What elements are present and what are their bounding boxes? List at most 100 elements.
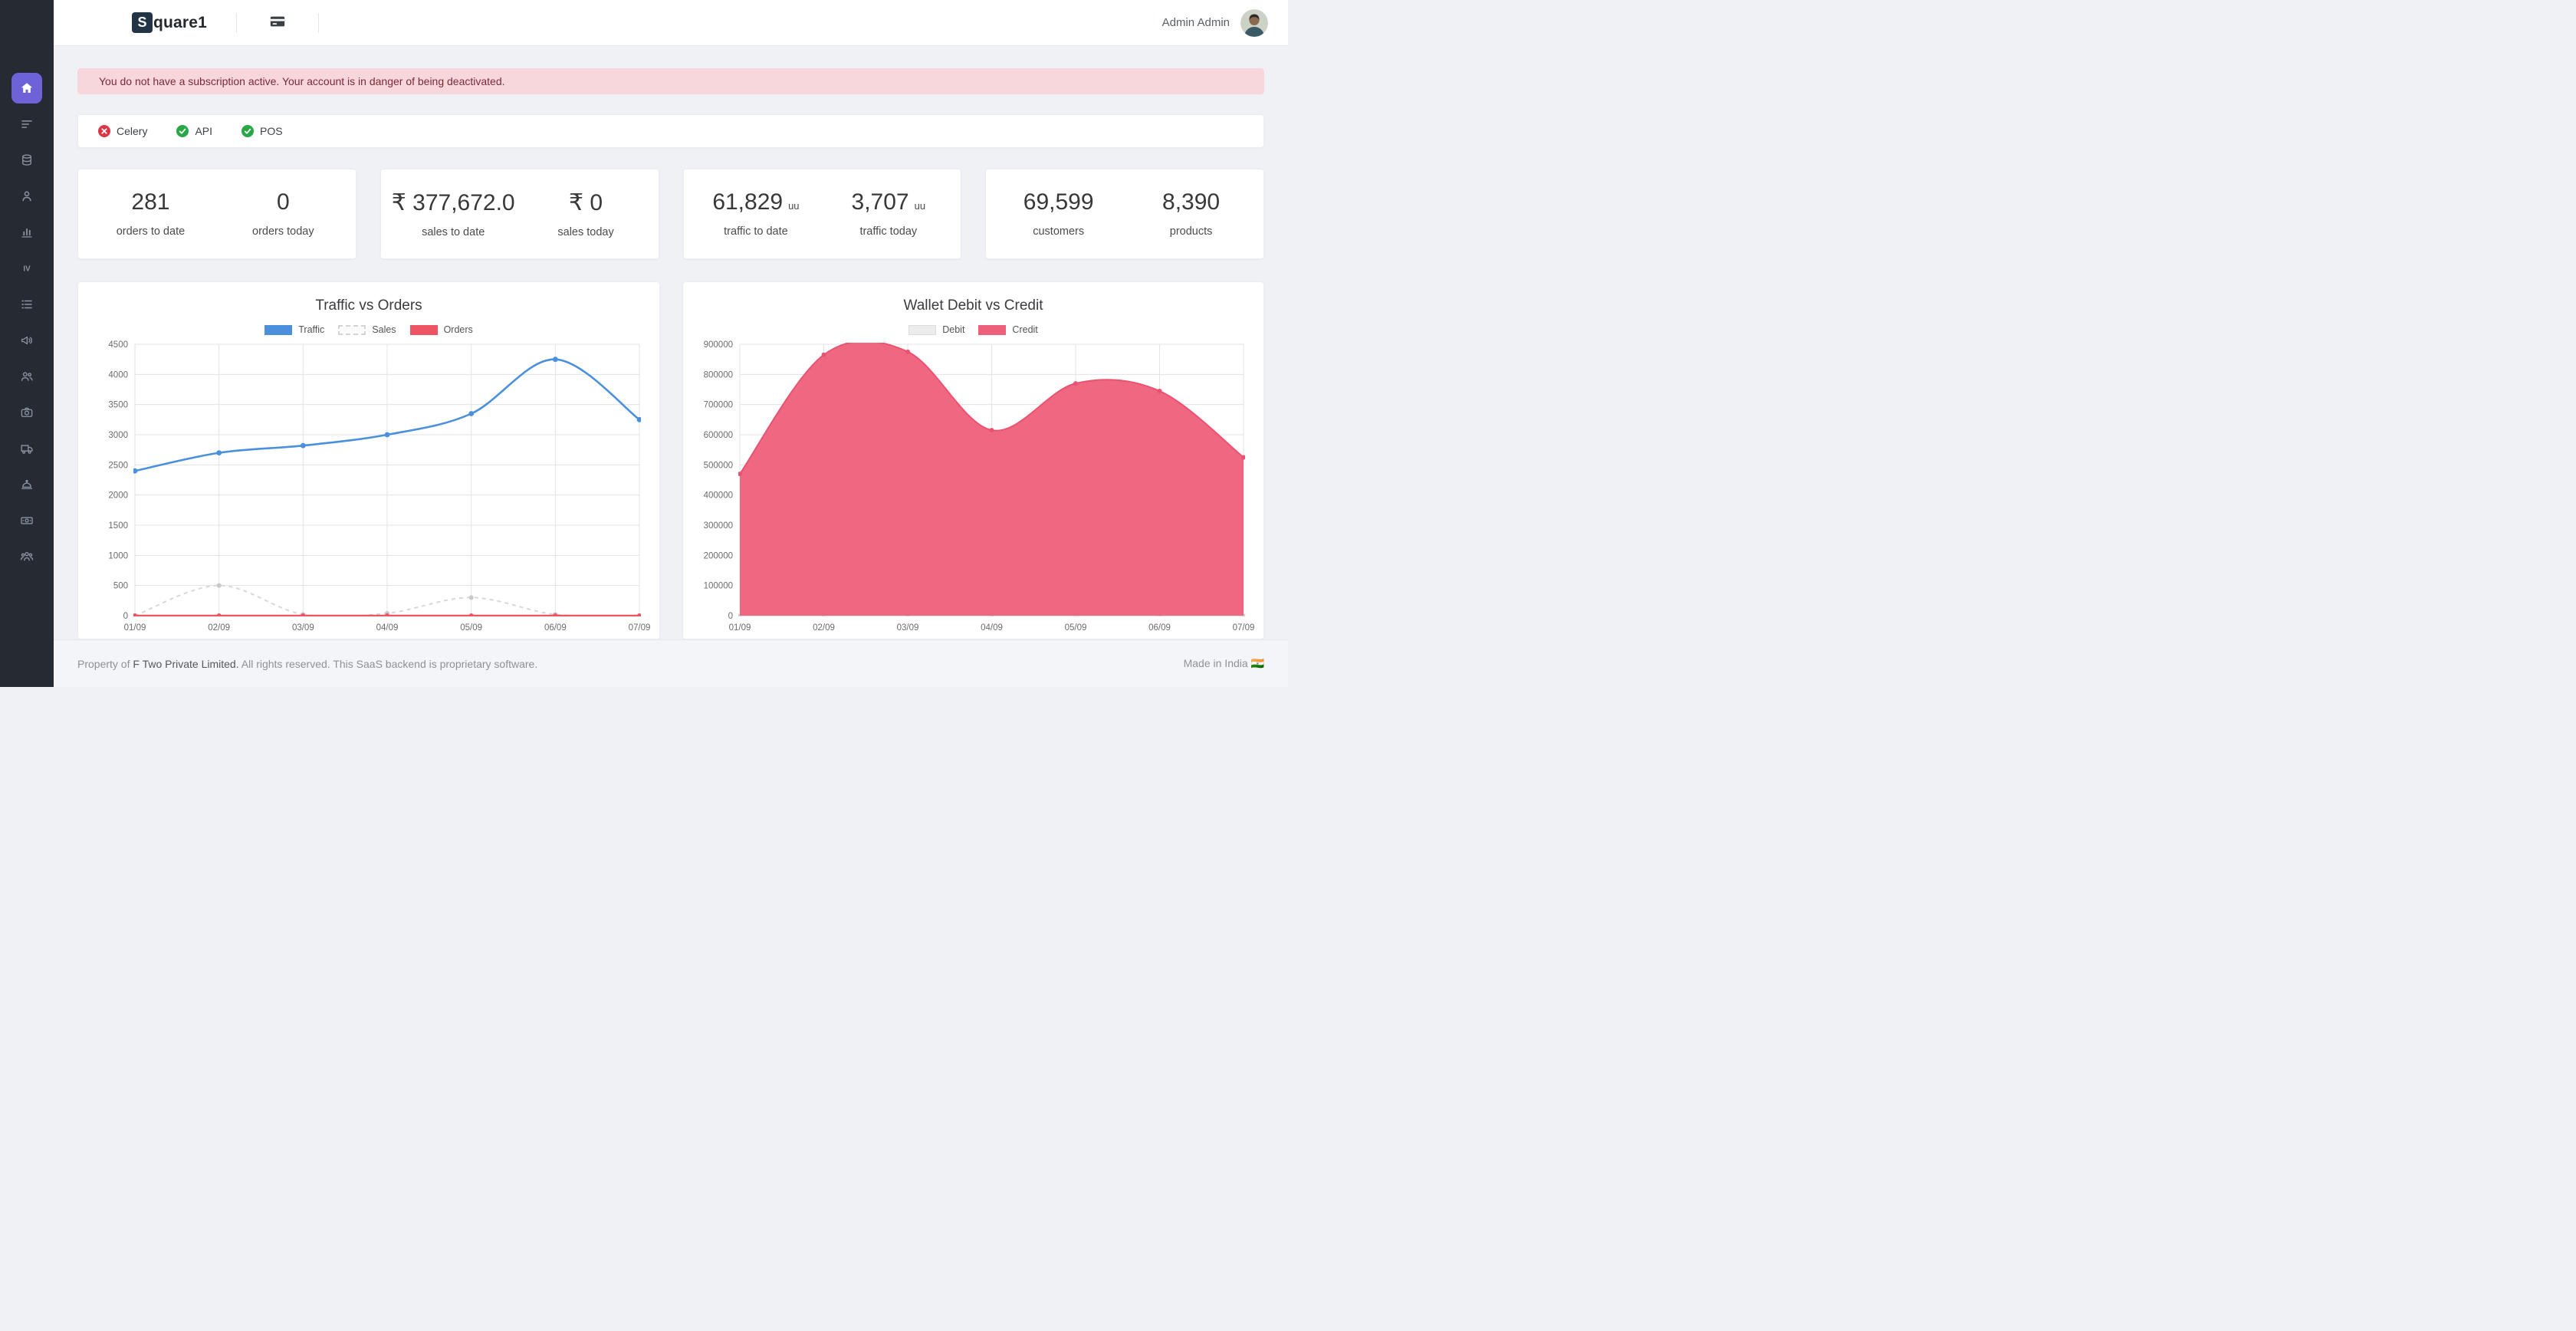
bar-chart-icon [12,217,42,248]
svg-text:600000: 600000 [704,431,733,440]
cash-icon [12,505,42,536]
svg-text:05/09: 05/09 [460,623,482,633]
sidebar-item-invoices[interactable]: IV [0,250,54,286]
svg-text:900000: 900000 [704,340,733,350]
chart-title-wallet: Wallet Debit vs Credit [903,297,1043,314]
stat-label: sales today [557,226,614,238]
svg-text:01/09: 01/09 [124,623,146,633]
sidebar-item-announcements[interactable] [0,322,54,358]
sidebar-item-dashboard[interactable] [0,70,54,106]
legend-debit[interactable]: Debit [909,324,964,335]
footer-copyright: Property of F Two Private Limited. All r… [77,658,537,670]
sidebar-item-staff[interactable] [0,358,54,394]
traffic-orders-chart: 0 500 1000 1500 2000 2500 3000 3500 4000 4500 01/0… [86,338,652,633]
svg-text:07/09: 07/09 [629,623,651,633]
top-header: S quare1 Admin Admin [54,0,1288,46]
svg-text:03/09: 03/09 [897,623,919,633]
sidebar-item-inventory[interactable] [0,142,54,178]
content-column: S quare1 Admin Admin You do not have a s… [54,0,1288,687]
stat-label: traffic today [859,225,918,238]
service-status-pos: POS [242,125,283,137]
service-status-card: Celery API POS [77,114,1264,148]
stat-value: 61,829 uu [712,189,800,215]
footer-rights: All rights reserved. This SaaS backend i… [241,657,538,670]
legend-sales[interactable]: Sales [338,324,396,335]
svg-text:07/09: 07/09 [1233,623,1255,633]
chart-canvas-1: 0 100000 200000 300000 400000 500000 600000 700… [704,340,1255,633]
sidebar-item-orders[interactable] [0,106,54,142]
svg-text:04/09: 04/09 [376,623,399,633]
sidebar-item-shipping[interactable] [0,430,54,466]
service-label: POS [260,125,283,137]
status-ok-icon [242,125,255,137]
header-divider [318,12,320,33]
main-content: You do not have a subscription active. Y… [54,46,1288,639]
chart-legend: Traffic Sales Orders [86,324,652,335]
sidebar-item-services[interactable] [0,466,54,502]
service-label: Celery [117,125,148,137]
sidebar-item-payments[interactable] [0,502,54,538]
iv-icon: IV [12,253,42,284]
svg-text:300000: 300000 [704,521,733,531]
stat-sales-today: ₹ 0 sales today [520,189,652,238]
svg-text:06/09: 06/09 [1148,623,1171,633]
stat-products: 8,390 products [1125,189,1257,238]
credit-card-icon [269,13,286,32]
footer-made-in: Made in India 🇮🇳 [1183,657,1264,669]
sidebar-item-customers[interactable] [0,178,54,214]
status-error-icon [98,125,110,137]
sidebar-item-media[interactable] [0,394,54,430]
stat-value: ₹ 0 [569,190,603,215]
sidebar-item-reports[interactable] [0,214,54,250]
legend-label: Sales [372,324,396,335]
group-icon [12,541,42,572]
svg-text:500: 500 [113,582,128,591]
svg-text:1000: 1000 [108,551,128,560]
pos-card-icon-button[interactable] [266,10,289,35]
user-icon [12,181,42,212]
stat-traffic-today: 3,707 uu traffic today [822,189,955,238]
legend-traffic[interactable]: Traffic [264,324,324,335]
svg-text:3500: 3500 [108,401,128,410]
svg-text:IV: IV [23,265,31,273]
stat-label: customers [1033,225,1085,238]
legend-credit[interactable]: Credit [978,324,1038,335]
app-root: IV S quare1 Admin Admin You do not have … [0,0,1288,687]
svg-text:04/09: 04/09 [981,623,1003,633]
traffic-orders-chart-card: Traffic vs Orders Traffic Sales Orders 0 50… [77,281,660,639]
legend-orders[interactable]: Orders [409,324,473,335]
stat-card-sales: ₹ 377,672.0 sales to date ₹ 0 sales toda… [380,169,659,259]
stat-orders-to-date: 281 orders to date [84,189,217,238]
status-ok-icon [176,125,189,137]
svg-text:01/09: 01/09 [729,623,751,633]
svg-text:05/09: 05/09 [1065,623,1087,633]
brand-logo[interactable]: S quare1 [132,12,207,33]
home-icon [12,72,42,104]
brand-text: quare1 [153,13,208,31]
legend-swatch [978,324,1007,335]
stat-label: sales to date [422,226,485,238]
database-icon [12,145,42,176]
legend-swatch [264,324,293,335]
chart-canvas-0: 0 500 1000 1500 2000 2500 3000 3500 4000 4500 01/0… [108,340,651,633]
svg-text:06/09: 06/09 [544,623,567,633]
svg-text:700000: 700000 [704,401,733,410]
svg-text:2000: 2000 [108,491,128,501]
svg-text:02/09: 02/09 [208,623,230,633]
svg-text:800000: 800000 [704,370,733,380]
sidebar-item-teams[interactable] [0,538,54,574]
sidebar-item-catalog[interactable] [0,286,54,322]
svg-text:3000: 3000 [108,431,128,440]
stat-card-customers-products: 69,599 customers 8,390 products [985,169,1264,259]
avatar[interactable] [1240,8,1268,37]
user-name[interactable]: Admin Admin [1162,16,1230,29]
footer-company[interactable]: F Two Private Limited. [133,657,239,670]
svg-text:4000: 4000 [108,370,128,380]
svg-text:0: 0 [728,612,733,621]
legend-label: Orders [443,324,473,335]
footer-prefix: Property of [77,657,130,670]
wallet-debit-credit-chart: 0 100000 200000 300000 400000 500000 600000 700… [691,338,1256,633]
wallet-chart-card: Wallet Debit vs Credit Debit Credit 0 1000… [682,281,1264,639]
camera-icon [12,397,42,428]
stat-sales-to-date: ₹ 377,672.0 sales to date [387,189,520,238]
